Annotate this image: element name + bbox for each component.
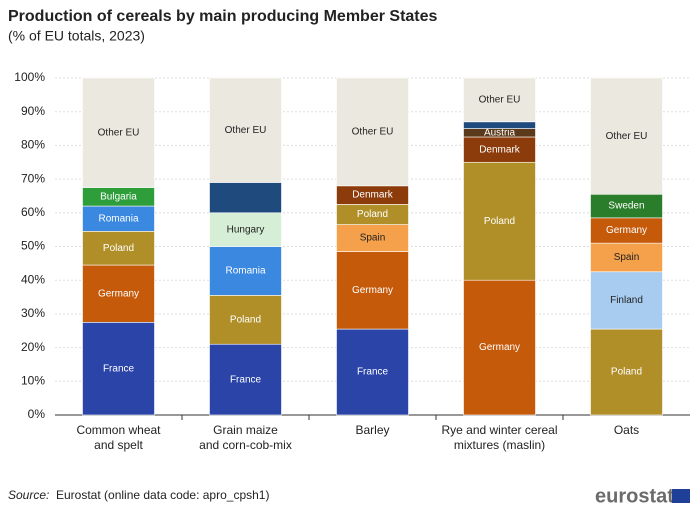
segment-label: Other EU: [352, 127, 394, 138]
bar-segment: [82, 77, 155, 188]
segment-label: Germany: [98, 288, 139, 299]
bar-segment: [463, 77, 536, 123]
y-tick-label: 50%: [21, 239, 45, 253]
bar-segment: [463, 121, 536, 129]
segment-label: Austria: [484, 127, 516, 138]
segment-label: Other EU: [98, 127, 140, 138]
y-tick-label: 60%: [21, 205, 45, 219]
segment-label: Denmark: [352, 190, 394, 201]
y-tick-label: 30%: [21, 306, 45, 320]
y-tick-label: 0%: [28, 407, 46, 421]
bar-segment: [82, 231, 155, 266]
bar-segment: [590, 271, 663, 330]
logo: eurostat: [595, 485, 674, 507]
bar-segment: [590, 77, 663, 195]
segment-label: Poland: [611, 367, 642, 378]
bar-segment: [590, 328, 663, 416]
x-tick-label: Grain maize and corn-cob-mix: [199, 423, 292, 452]
bar-segment: [336, 328, 409, 416]
y-tick-label: 100%: [14, 70, 45, 84]
bar-segment: [463, 279, 536, 416]
segment-label: France: [230, 374, 262, 385]
x-tick-label: Barley: [355, 423, 390, 437]
chart-title: Production of cereals by main producing …: [8, 8, 438, 25]
bar-segment: [209, 182, 282, 214]
segment-label: Finland: [610, 295, 643, 306]
bar-segment: [336, 251, 409, 330]
chart-subtitle: (% of EU totals, 2023): [8, 28, 145, 44]
y-tick-label: 70%: [21, 171, 45, 185]
y-tick-label: 20%: [21, 340, 45, 354]
source-label: Source:: [8, 488, 49, 502]
segment-label: Romania: [225, 266, 265, 277]
source: Eurostat (online data code: apro_cpsh1): [56, 488, 269, 502]
segment-label: Germany: [606, 225, 647, 236]
bar-segment: [209, 246, 282, 296]
y-tick-label: 40%: [21, 272, 45, 286]
bar-segment: [463, 136, 536, 163]
bar-segment: [82, 322, 155, 416]
segment-label: Romania: [98, 213, 138, 224]
segment-label: Poland: [484, 216, 515, 227]
segment-label: Denmark: [479, 144, 521, 155]
bar-segment: [209, 212, 282, 247]
segment-label: Other EU: [606, 131, 648, 142]
segment-label: France: [103, 363, 135, 374]
segment-label: Bulgaria: [100, 191, 137, 202]
y-tick-label: 80%: [21, 138, 45, 152]
segment-label: Poland: [230, 314, 261, 325]
y-tick-label: 10%: [21, 373, 45, 387]
segment-label: Germany: [479, 342, 520, 353]
segment-label: Hungary: [227, 224, 265, 235]
segment-label: Germany: [352, 285, 393, 296]
bar-segment: [82, 264, 155, 323]
x-tick-label: Rye and winter cereal mixtures (maslin): [441, 423, 558, 452]
segment-label: Poland: [357, 209, 388, 220]
x-tick-label: Oats: [613, 423, 640, 437]
bar-segment: [209, 77, 282, 183]
eu-flag: [672, 489, 690, 503]
segment-label: Spain: [614, 252, 640, 263]
segment-label: France: [357, 367, 389, 378]
segment-label: Spain: [360, 233, 386, 244]
bar-segment: [82, 205, 155, 232]
segment-label: Other EU: [479, 95, 521, 106]
segment-label: Poland: [103, 243, 134, 254]
segment-label: Sweden: [608, 201, 644, 212]
bar-segment: [209, 295, 282, 345]
bar-segment: [209, 343, 282, 416]
segment-label: Other EU: [225, 125, 267, 136]
bar-segment: [336, 77, 409, 187]
x-tick-label: Common wheat and spelt: [76, 423, 161, 452]
bar-segment: [463, 161, 536, 281]
y-tick-label: 90%: [21, 104, 45, 118]
